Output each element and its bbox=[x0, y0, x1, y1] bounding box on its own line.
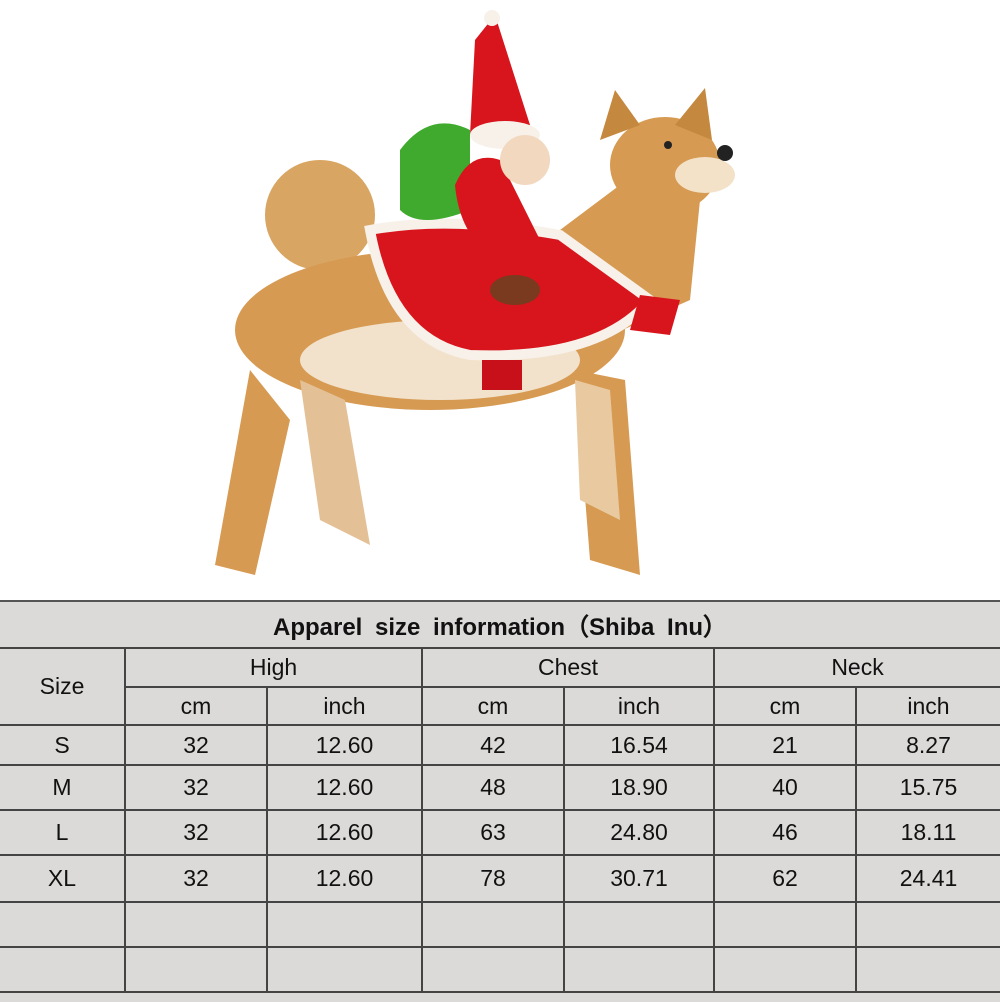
group-header-neck: Neck bbox=[712, 647, 1000, 688]
unit-header: inch bbox=[854, 686, 1000, 726]
table-row: M 32 12.60 48 18.90 40 15.75 bbox=[0, 764, 1000, 811]
value-cell: 16.54 bbox=[563, 724, 715, 766]
value-cell bbox=[854, 946, 1000, 993]
value-cell: 12.60 bbox=[266, 764, 423, 811]
value-cell: 8.27 bbox=[854, 724, 1000, 766]
value-cell: 18.90 bbox=[563, 764, 715, 811]
value-cell: 15.75 bbox=[854, 764, 1000, 811]
size-cell bbox=[0, 946, 126, 993]
size-cell: M bbox=[0, 764, 126, 811]
table-row: S 32 12.60 42 16.54 21 8.27 bbox=[0, 724, 1000, 766]
value-cell: 32 bbox=[124, 854, 268, 903]
value-cell bbox=[124, 901, 268, 948]
value-cell: 24.41 bbox=[854, 854, 1000, 903]
size-chart: Apparel size information（Shiba Inu） Size… bbox=[0, 600, 1000, 1002]
table-title: Apparel size information（Shiba Inu） bbox=[0, 602, 1000, 649]
size-cell: S bbox=[0, 724, 126, 766]
value-cell bbox=[854, 901, 1000, 948]
value-cell bbox=[421, 946, 565, 993]
value-cell: 24.80 bbox=[563, 809, 715, 856]
value-cell: 62 bbox=[713, 854, 857, 903]
value-cell: 78 bbox=[421, 854, 565, 903]
value-cell: 21 bbox=[713, 724, 857, 766]
product-photo-dog-santa-costume bbox=[215, 10, 735, 575]
value-cell: 12.60 bbox=[266, 809, 423, 856]
size-cell bbox=[0, 901, 126, 948]
value-cell bbox=[421, 901, 565, 948]
santa-costume bbox=[364, 10, 680, 390]
table-row: L 32 12.60 63 24.80 46 18.11 bbox=[0, 809, 1000, 856]
value-cell: 46 bbox=[713, 809, 857, 856]
value-cell: 32 bbox=[124, 764, 268, 811]
value-cell: 32 bbox=[124, 809, 268, 856]
value-cell: 12.60 bbox=[266, 854, 423, 903]
value-cell: 42 bbox=[421, 724, 565, 766]
size-table: Apparel size information（Shiba Inu） Size… bbox=[0, 602, 1000, 993]
value-cell: 32 bbox=[124, 724, 268, 766]
unit-header: inch bbox=[266, 686, 423, 726]
value-cell bbox=[713, 901, 857, 948]
value-cell: 18.11 bbox=[854, 809, 1000, 856]
value-cell: 40 bbox=[713, 764, 857, 811]
size-cell: L bbox=[0, 809, 126, 856]
unit-header: cm bbox=[125, 686, 268, 726]
table-row bbox=[0, 901, 1000, 948]
value-cell bbox=[563, 901, 715, 948]
value-cell bbox=[266, 901, 423, 948]
value-cell: 30.71 bbox=[563, 854, 715, 903]
group-header-high: High bbox=[124, 647, 423, 688]
table-row: XL 32 12.60 78 30.71 62 24.41 bbox=[0, 854, 1000, 903]
unit-header: cm bbox=[713, 686, 857, 726]
table-row bbox=[0, 946, 1000, 993]
value-cell: 63 bbox=[421, 809, 565, 856]
value-cell bbox=[266, 946, 423, 993]
group-header-chest: Chest bbox=[421, 647, 715, 688]
size-cell: XL bbox=[0, 854, 126, 903]
unit-header: inch bbox=[563, 686, 715, 726]
value-cell bbox=[124, 946, 268, 993]
value-cell bbox=[713, 946, 857, 993]
unit-header: cm bbox=[421, 686, 565, 726]
value-cell: 12.60 bbox=[266, 724, 423, 766]
size-header: Size bbox=[0, 647, 126, 726]
value-cell: 48 bbox=[421, 764, 565, 811]
value-cell bbox=[563, 946, 715, 993]
